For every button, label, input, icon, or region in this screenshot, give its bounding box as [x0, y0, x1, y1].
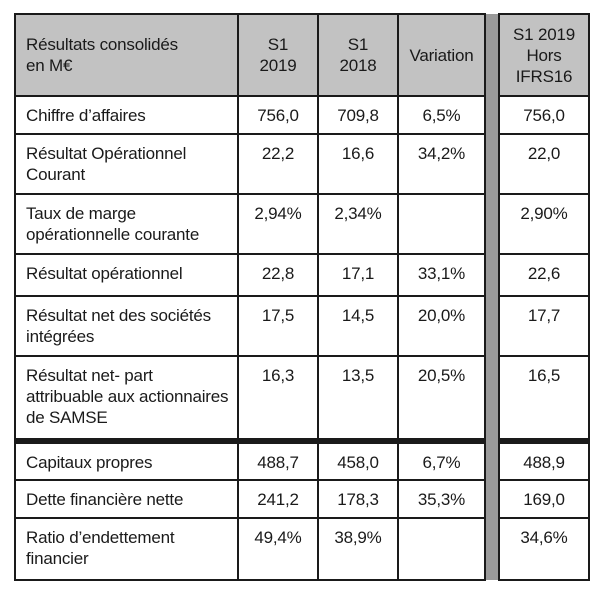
row-label: Taux de marge opérationnelle courante — [14, 193, 239, 255]
header-variation: Variation — [397, 13, 486, 97]
value-hors-ifrs16: 22,0 — [498, 133, 590, 195]
value-variation — [397, 517, 486, 581]
value-s1-2019: 16,3 — [237, 355, 319, 442]
value-hors-ifrs16: 16,5 — [498, 355, 590, 442]
value-hors-ifrs16: 22,6 — [498, 253, 590, 297]
row-label: Résultat opérationnel — [14, 253, 239, 297]
table-row-section-start: Capitaux propres 488,7 458,0 6,7% 488,9 — [14, 438, 590, 481]
table-row: Résultat Opérationnel Courant 22,2 16,6 … — [14, 133, 590, 195]
table-header: Résultats consolidés en M€ S1 2019 S1 20… — [14, 13, 590, 97]
value-variation: 20,5% — [397, 355, 486, 442]
value-hors-ifrs16: 2,90% — [498, 193, 590, 255]
value-s1-2018: 16,6 — [317, 133, 399, 195]
value-s1-2018: 17,1 — [317, 253, 399, 297]
value-s1-2019: 488,7 — [237, 438, 319, 481]
value-hors-ifrs16: 488,9 — [498, 438, 590, 481]
value-s1-2018: 38,9% — [317, 517, 399, 581]
row-label: Chiffre d’affaires — [14, 95, 239, 135]
column-divider-bar — [484, 14, 500, 96]
column-divider-bar — [484, 134, 500, 194]
value-s1-2019: 22,2 — [237, 133, 319, 195]
value-variation: 33,1% — [397, 253, 486, 297]
column-divider-bar — [484, 254, 500, 296]
row-label: Résultat net des sociétés intégrées — [14, 295, 239, 357]
table-row: Résultat net des sociétés intégrées 17,5… — [14, 295, 590, 357]
value-s1-2018: 2,34% — [317, 193, 399, 255]
value-s1-2019: 17,5 — [237, 295, 319, 357]
row-label: Ratio d’endettement financier — [14, 517, 239, 581]
table-row: Dette financière nette 241,2 178,3 35,3%… — [14, 479, 590, 519]
column-divider-bar — [484, 518, 500, 580]
row-label: Résultat net- part attribuable aux actio… — [14, 355, 239, 442]
value-s1-2018: 458,0 — [317, 438, 399, 481]
financial-results-table: Résultats consolidés en M€ S1 2019 S1 20… — [14, 13, 590, 581]
value-variation: 6,5% — [397, 95, 486, 135]
table-row: Taux de marge opérationnelle courante 2,… — [14, 193, 590, 255]
column-divider-bar — [484, 296, 500, 356]
value-variation: 34,2% — [397, 133, 486, 195]
header-s1-2019: S1 2019 — [237, 13, 319, 97]
header-s1-2018: S1 2018 — [317, 13, 399, 97]
table-row: Résultat net- part attribuable aux actio… — [14, 355, 590, 442]
column-divider-bar — [484, 96, 500, 134]
value-hors-ifrs16: 756,0 — [498, 95, 590, 135]
header-results-label: Résultats consolidés en M€ — [14, 13, 239, 97]
value-s1-2019: 22,8 — [237, 253, 319, 297]
column-divider-bar — [484, 194, 500, 254]
value-variation — [397, 193, 486, 255]
header-row: Résultats consolidés en M€ S1 2019 S1 20… — [14, 13, 590, 97]
value-variation: 6,7% — [397, 438, 486, 481]
value-hors-ifrs16: 169,0 — [498, 479, 590, 519]
column-divider-bar — [484, 356, 500, 441]
row-label: Capitaux propres — [14, 438, 239, 481]
value-s1-2018: 709,8 — [317, 95, 399, 135]
value-s1-2018: 178,3 — [317, 479, 399, 519]
row-label: Résultat Opérationnel Courant — [14, 133, 239, 195]
value-s1-2019: 2,94% — [237, 193, 319, 255]
value-hors-ifrs16: 34,6% — [498, 517, 590, 581]
value-variation: 20,0% — [397, 295, 486, 357]
value-hors-ifrs16: 17,7 — [498, 295, 590, 357]
header-s1-2019-hors-ifrs16: S1 2019 Hors IFRS16 — [498, 13, 590, 97]
table-row: Résultat opérationnel 22,8 17,1 33,1% 22… — [14, 253, 590, 297]
value-s1-2019: 49,4% — [237, 517, 319, 581]
value-s1-2018: 14,5 — [317, 295, 399, 357]
table-body: Chiffre d’affaires 756,0 709,8 6,5% 756,… — [14, 95, 590, 581]
value-s1-2019: 756,0 — [237, 95, 319, 135]
value-s1-2018: 13,5 — [317, 355, 399, 442]
value-variation: 35,3% — [397, 479, 486, 519]
table-row: Chiffre d’affaires 756,0 709,8 6,5% 756,… — [14, 95, 590, 135]
column-divider-bar — [484, 480, 500, 518]
column-divider-bar — [484, 441, 500, 480]
row-label: Dette financière nette — [14, 479, 239, 519]
table-row: Ratio d’endettement financier 49,4% 38,9… — [14, 517, 590, 581]
value-s1-2019: 241,2 — [237, 479, 319, 519]
